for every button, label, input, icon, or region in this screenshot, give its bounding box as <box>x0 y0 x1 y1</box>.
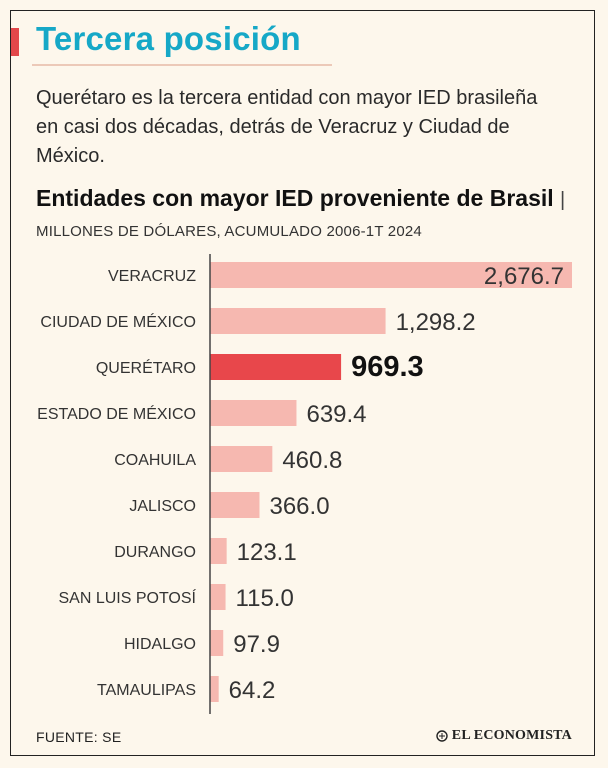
chart-title: Entidades con mayor IED proveniente de B… <box>36 185 554 211</box>
category-label: JALISCO <box>129 498 196 515</box>
bar <box>210 446 273 472</box>
value-label: 1,298.2 <box>396 309 476 336</box>
value-label: 639.4 <box>306 401 366 428</box>
chart-title-separator: | <box>560 189 566 211</box>
bar <box>210 308 386 334</box>
bar <box>210 262 572 288</box>
bar <box>210 354 342 380</box>
category-label: HIDALGO <box>124 636 196 653</box>
bar <box>210 400 297 426</box>
category-label: COAHUILA <box>114 452 196 469</box>
infographic-frame <box>10 10 595 756</box>
title-underline <box>32 64 332 66</box>
value-label: 2,676.7 <box>484 263 564 290</box>
page-subtitle: Querétaro es la tercera entidad con mayo… <box>36 87 538 167</box>
category-label: SAN LUIS POTOSÍ <box>58 588 196 607</box>
value-label: 123.1 <box>237 539 297 566</box>
chart-units: MILLONES DE DÓLARES, ACUMULADO 2006-1T 2… <box>36 223 422 240</box>
value-label: 460.8 <box>282 447 342 474</box>
category-label: CIUDAD DE MÉXICO <box>40 312 196 331</box>
chart-heading: Entidades con mayor IED proveniente de B… <box>36 184 576 246</box>
value-label: 97.9 <box>233 631 280 658</box>
category-label: DURANGO <box>114 544 196 561</box>
category-label: VERACRUZ <box>108 268 196 285</box>
value-label: 366.0 <box>269 493 329 520</box>
bar <box>210 492 260 518</box>
category-label: QUERÉTARO <box>96 358 196 377</box>
value-label: 64.2 <box>229 677 276 704</box>
bar <box>210 538 227 564</box>
category-label: ESTADO DE MÉXICO <box>37 404 196 423</box>
brand-name: EL ECONOMISTA <box>451 728 572 743</box>
bar <box>210 584 226 610</box>
bar <box>210 630 224 656</box>
bar <box>210 676 219 702</box>
brand: EL ECONOMISTA <box>436 728 572 744</box>
value-label: 969.3 <box>351 351 424 383</box>
bar-chart: VERACRUZ 2,676.7 CIUDAD DE MÉXICO 1,298.2 QU… <box>37 254 572 714</box>
source-note: FUENTE: SE <box>36 729 122 745</box>
category-label: TAMAULIPAS <box>97 682 196 699</box>
page-title: Tercera posición <box>36 20 301 57</box>
el-economista-logo-icon <box>436 730 448 742</box>
value-label: 115.0 <box>236 585 294 612</box>
title-accent-bar <box>11 28 19 56</box>
